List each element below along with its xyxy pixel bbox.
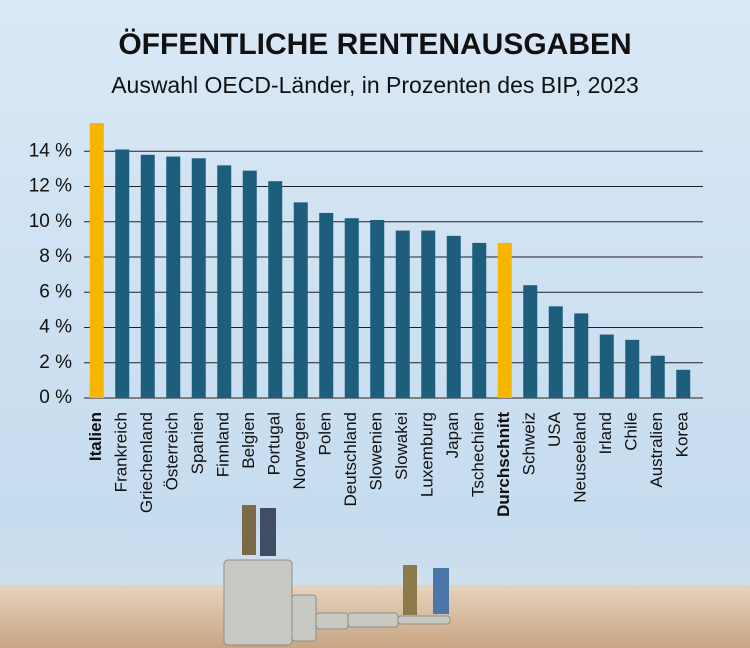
x-tick-label: Norwegen bbox=[290, 412, 309, 490]
x-tick-label: Neuseeland bbox=[571, 412, 590, 503]
x-tick-label: Luxemburg bbox=[418, 412, 437, 497]
y-tick-label: 10 % bbox=[29, 211, 72, 232]
bar bbox=[191, 158, 206, 398]
y-tick-label: 6 % bbox=[39, 281, 72, 302]
bar bbox=[497, 242, 512, 398]
x-tick-label: Schweiz bbox=[520, 412, 539, 475]
bar bbox=[599, 334, 614, 398]
x-tick-label: Australien bbox=[647, 412, 666, 488]
bar bbox=[293, 202, 308, 398]
bar bbox=[344, 218, 359, 398]
bar bbox=[421, 230, 436, 398]
bar bbox=[89, 123, 104, 399]
y-tick-label: 8 % bbox=[39, 246, 72, 267]
x-tick-label: Spanien bbox=[188, 412, 207, 474]
bar bbox=[574, 313, 589, 398]
x-tick-label: Deutschland bbox=[341, 412, 360, 507]
x-tick-label: Japan bbox=[443, 412, 462, 458]
bar bbox=[472, 242, 487, 398]
bar bbox=[268, 181, 283, 398]
y-tick-label: 12 % bbox=[29, 176, 72, 197]
x-tick-label: Belgien bbox=[239, 412, 258, 469]
bar bbox=[242, 170, 257, 398]
x-tick-label: Frankreich bbox=[112, 412, 131, 492]
x-tick-label: Slowakei bbox=[392, 412, 411, 480]
bar bbox=[446, 235, 461, 398]
x-tick-label: Polen bbox=[316, 412, 335, 455]
bar bbox=[115, 149, 130, 398]
x-tick-label: Durchschnitt bbox=[494, 412, 513, 517]
bar bbox=[676, 369, 691, 398]
chart-title: ÖFFENTLICHE RENTENAUSGABEN bbox=[118, 28, 631, 61]
coin-stacks bbox=[223, 559, 451, 646]
bar bbox=[370, 219, 385, 398]
x-tick-label: Irland bbox=[596, 412, 615, 455]
x-tick-label: Chile bbox=[622, 412, 641, 451]
x-tick-label: Slowenien bbox=[367, 412, 386, 490]
bar bbox=[650, 355, 665, 398]
bar bbox=[523, 285, 538, 398]
bar bbox=[166, 156, 181, 398]
x-tick-label: Griechenland bbox=[137, 412, 156, 513]
x-tick-label: Korea bbox=[673, 411, 692, 457]
x-tick-label: Finnland bbox=[214, 412, 233, 477]
figures bbox=[242, 505, 449, 615]
y-tick-label: 2 % bbox=[39, 352, 72, 373]
bar bbox=[140, 154, 155, 398]
bar bbox=[548, 306, 563, 398]
x-tick-label: Österreich bbox=[163, 412, 182, 490]
x-tick-label: Tschechien bbox=[469, 412, 488, 497]
bar bbox=[319, 212, 334, 398]
bar bbox=[625, 339, 640, 398]
x-tick-label: Italien bbox=[86, 412, 105, 461]
y-tick-label: 0 % bbox=[39, 387, 72, 408]
y-tick-label: 4 % bbox=[39, 317, 72, 338]
bar bbox=[395, 230, 410, 398]
y-tick-label: 14 % bbox=[29, 140, 72, 161]
bar bbox=[217, 165, 232, 398]
chart-subtitle: Auswahl OECD-Länder, in Prozenten des BI… bbox=[111, 72, 639, 98]
x-tick-label: Portugal bbox=[265, 412, 284, 475]
x-tick-label: USA bbox=[545, 411, 564, 447]
